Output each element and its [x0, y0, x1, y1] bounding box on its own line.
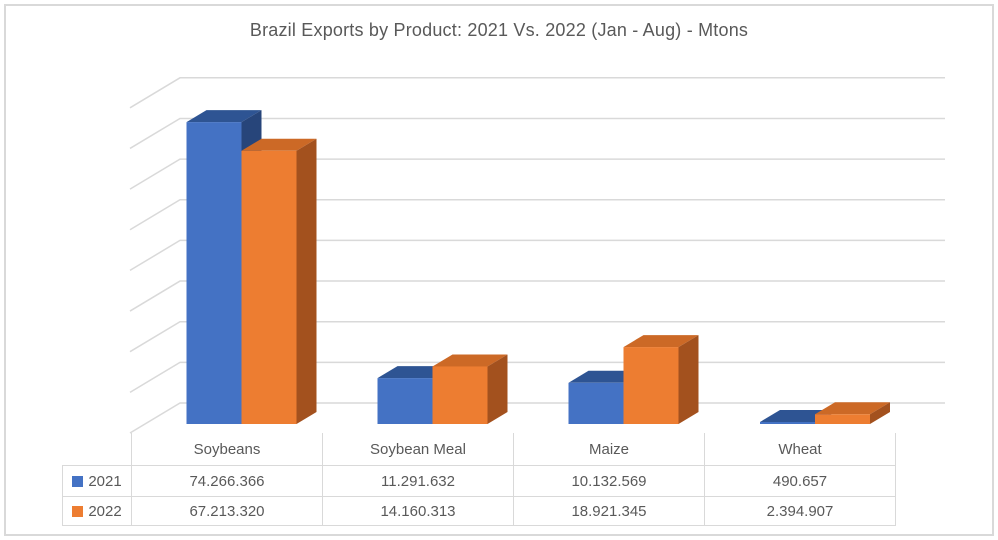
gridline	[129, 280, 945, 312]
gridlines-group	[129, 77, 945, 434]
value-cell-2022-soybean-meal: 14.160.313	[322, 496, 513, 526]
bar-front-face	[186, 122, 242, 424]
value-cell-2021-soybeans: 74.266.366	[131, 465, 322, 496]
category-header-maize: Maize	[513, 433, 704, 465]
bar-2022-soybeans[interactable]	[241, 138, 317, 425]
value-cell-2021-maize: 10.132.569	[513, 465, 704, 496]
value-cell-2022-maize: 18.921.345	[513, 496, 704, 526]
gridline	[129, 199, 945, 231]
bar-top-face	[432, 354, 508, 367]
category-header-soybeans: Soybeans	[131, 433, 322, 465]
value-cell-2021-soybean-meal: 11.291.632	[322, 465, 513, 496]
bar-top-face	[241, 138, 317, 151]
bar-top-face	[623, 335, 699, 348]
bar-2022-wheat[interactable]	[815, 402, 890, 424]
bar-side-face	[487, 354, 508, 424]
legend-key-2022[interactable]	[72, 505, 84, 517]
value-cell-2022-soybeans: 67.213.320	[131, 496, 322, 526]
legend-key-2021[interactable]	[72, 475, 84, 487]
bar-front-face	[568, 382, 624, 424]
bar-side-face	[296, 138, 317, 425]
bar-front-face	[377, 378, 433, 424]
bar-2022-maize[interactable]	[623, 335, 699, 424]
legend-label-2021: 2021	[88, 472, 122, 490]
category-header-wheat: Wheat	[704, 433, 896, 465]
bar-2022-soybean-meal[interactable]	[432, 354, 508, 424]
gridline	[129, 117, 945, 150]
data-table: Soybeans Soybean Meal Maize Wheat 2021 74.266…	[62, 433, 896, 526]
bars-group	[186, 110, 890, 425]
gridline	[129, 320, 945, 353]
bar-side-face	[678, 335, 699, 424]
value-cell-2021-wheat: 490.657	[704, 465, 896, 496]
bar-front-face	[815, 414, 870, 424]
legend-cell-2022[interactable]: 2022	[62, 496, 131, 526]
category-header-soybean-meal: Soybean Meal	[322, 433, 513, 465]
table-corner-cell	[62, 433, 131, 465]
bar-top-face	[815, 402, 890, 415]
legend-label-2022: 2022	[88, 502, 122, 520]
gridline	[129, 158, 945, 190]
bar-top-face	[186, 110, 262, 123]
bar-front-face	[760, 422, 815, 424]
gridline	[129, 239, 945, 272]
bar-front-face	[623, 347, 679, 424]
bar-front-face	[432, 366, 488, 424]
chart-title[interactable]: Brazil Exports by Product: 2021 Vs. 2022…	[249, 20, 749, 40]
gridline	[129, 77, 945, 109]
value-cell-2022-wheat: 2.394.907	[704, 496, 896, 526]
legend-cell-2021[interactable]: 2021	[62, 465, 131, 496]
bar-side-face	[870, 402, 890, 424]
bar-front-face	[241, 150, 297, 425]
